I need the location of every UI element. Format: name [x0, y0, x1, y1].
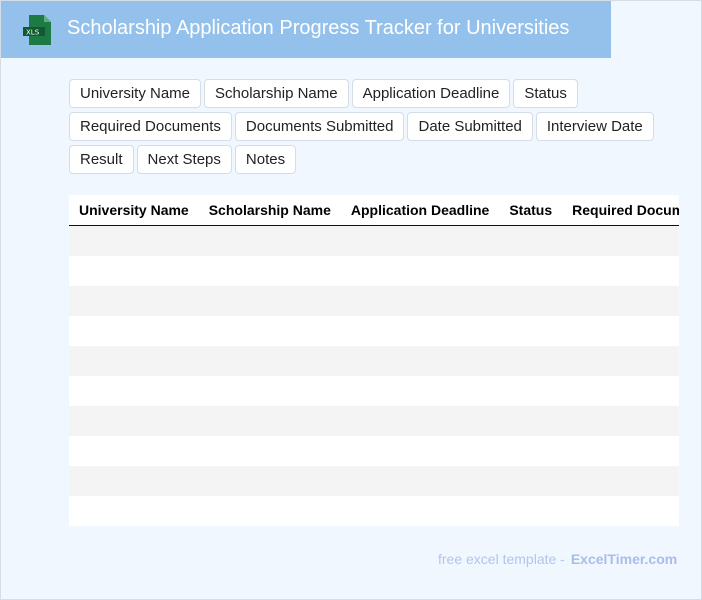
column-header: Status: [509, 202, 553, 218]
column-header: Scholarship Name: [208, 202, 331, 218]
column-header: University Name: [79, 202, 189, 218]
field-tags: University Name Scholarship Name Applicati…: [69, 79, 669, 174]
field-tag[interactable]: Result: [69, 145, 134, 174]
table-row: [69, 436, 679, 466]
footer: free excel template - ExcelTimer.com: [438, 551, 677, 567]
footer-text: free excel template -: [438, 551, 565, 567]
column-header: Required Documents: [572, 202, 679, 218]
field-tag[interactable]: Status: [513, 79, 578, 108]
column-header: Application Deadline: [350, 202, 490, 218]
brand-link[interactable]: ExcelTimer.com: [570, 551, 678, 567]
table-row: [69, 316, 679, 346]
svg-text:XLS: XLS: [26, 29, 40, 37]
field-tag[interactable]: Application Deadline: [351, 79, 511, 108]
field-tag[interactable]: Next Steps: [136, 145, 232, 174]
field-tag[interactable]: Scholarship Name: [204, 79, 349, 108]
table-row: [69, 226, 679, 256]
table-row: [69, 496, 679, 526]
table-body: [69, 226, 679, 526]
xls-file-icon: XLS: [23, 15, 51, 45]
header-bar: XLS Scholarship Application Progress Tra…: [1, 1, 611, 58]
table-row: [69, 406, 679, 436]
page-title: Scholarship Application Progress Tracker…: [67, 17, 570, 39]
field-tag[interactable]: Required Documents: [69, 112, 232, 141]
table-row: [69, 376, 679, 406]
field-tag[interactable]: Interview Date: [535, 112, 654, 141]
table-row: [69, 286, 679, 316]
tracker-table: University Name Scholarship Name Applicati…: [69, 195, 679, 526]
table-row: [69, 256, 679, 286]
field-tag[interactable]: University Name: [69, 79, 202, 108]
table-row: [69, 346, 679, 376]
field-tag[interactable]: Documents Submitted: [234, 112, 405, 141]
field-tag[interactable]: Notes: [234, 145, 297, 174]
table-row: [69, 466, 679, 496]
table-header: University Name Scholarship Name Applicati…: [69, 195, 679, 226]
field-tag[interactable]: Date Submitted: [407, 112, 533, 141]
